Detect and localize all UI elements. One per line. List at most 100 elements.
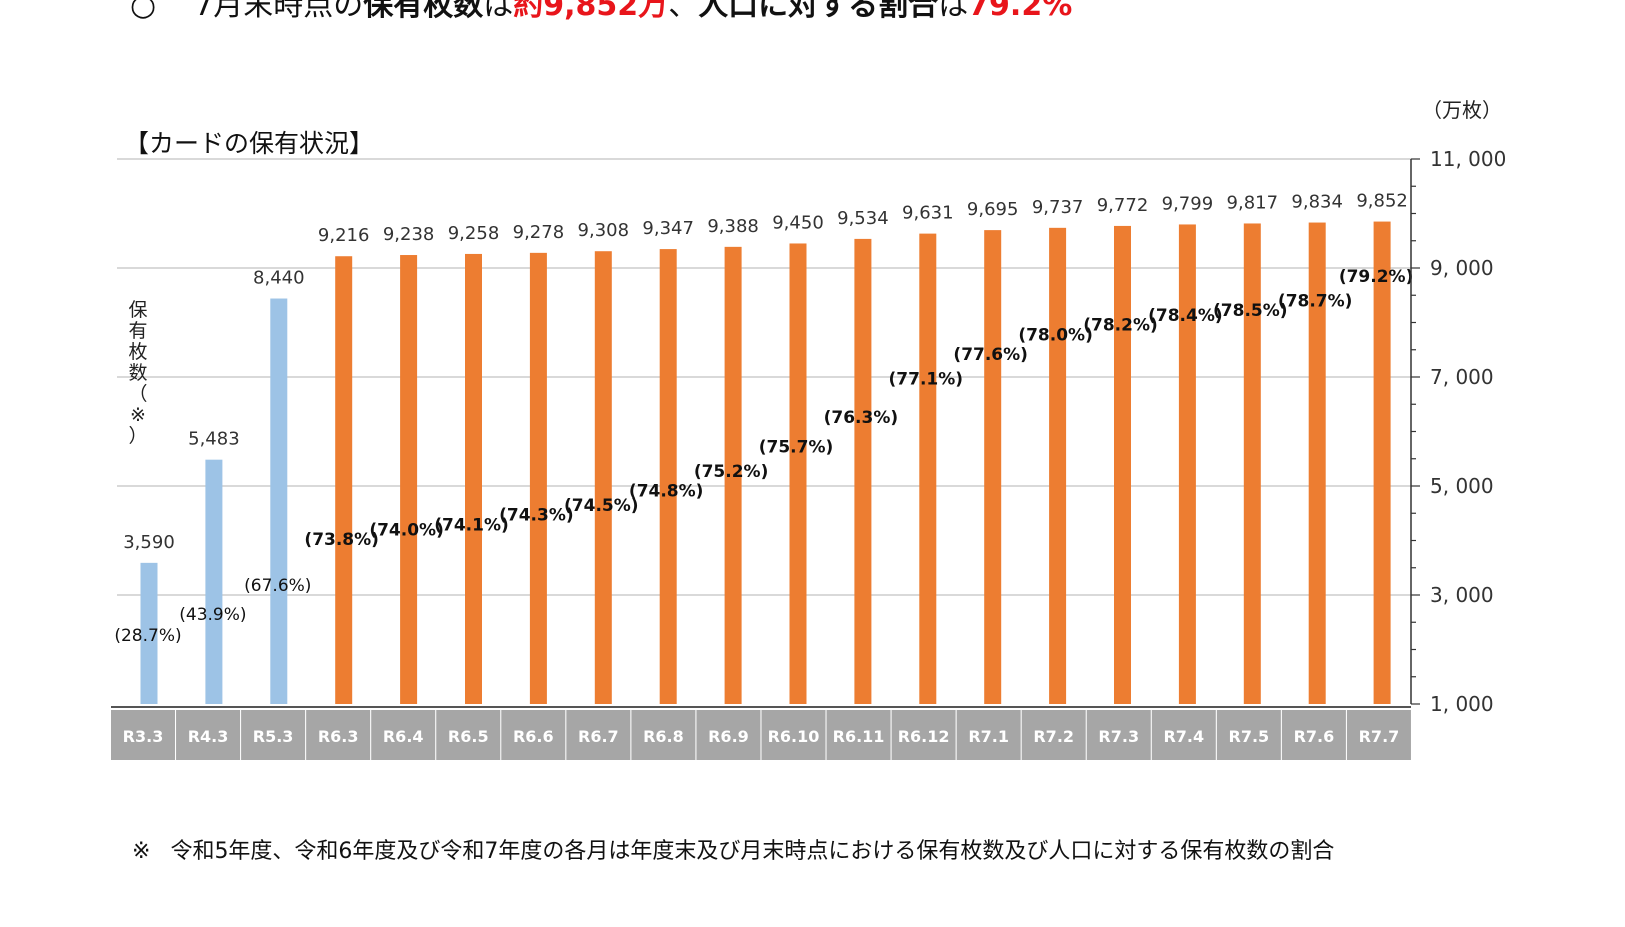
value-label: 9,852 xyxy=(1356,191,1408,212)
value-label: 9,799 xyxy=(1162,193,1214,214)
bar-R6.7 xyxy=(594,251,612,705)
category-cell xyxy=(241,710,306,760)
percent-label: (74.8%) xyxy=(629,481,704,501)
value-label: 9,450 xyxy=(772,212,824,233)
category-cell xyxy=(761,710,826,760)
headline-text-6: 人口に対する割合 xyxy=(698,0,939,23)
category-cell xyxy=(306,710,371,760)
percent-label: (78.7%) xyxy=(1278,291,1353,311)
bar-R7.7 xyxy=(1373,221,1391,705)
category-cell xyxy=(176,710,241,760)
headline-text-5: 、 xyxy=(668,0,699,23)
category-cell xyxy=(956,710,1021,760)
percent-label: (75.7%) xyxy=(759,437,834,457)
category-cell xyxy=(501,710,566,760)
bar-R7.6 xyxy=(1308,222,1326,704)
category-cell xyxy=(1151,710,1216,760)
bar-R6.9 xyxy=(724,246,742,704)
value-label: 9,834 xyxy=(1291,192,1343,213)
headline: ○ 7月末時点の保有枚数は約9,852万、人口に対する割合は79.2% xyxy=(130,0,1072,26)
value-label: 9,631 xyxy=(902,203,954,224)
percent-label: (78.4%) xyxy=(1148,306,1223,326)
percent-label: (75.2%) xyxy=(694,462,769,482)
value-label: 9,388 xyxy=(707,216,759,237)
value-label: 9,216 xyxy=(318,225,370,246)
bar-R7.2 xyxy=(1049,227,1067,704)
value-label: 8,440 xyxy=(253,268,305,289)
bar-R5.3 xyxy=(270,298,288,704)
percent-label: (78.2%) xyxy=(1083,316,1158,336)
category-label: R6.8 xyxy=(643,727,684,746)
y-axis-label: 保有枚数（※） xyxy=(128,299,147,447)
value-label: 9,278 xyxy=(513,222,565,243)
bar-R3.3 xyxy=(140,562,158,704)
value-label: 9,737 xyxy=(1032,197,1084,218)
headline-text-2: 保有枚数 xyxy=(363,0,484,23)
percent-label: (28.7%) xyxy=(114,626,181,646)
y-tick-label: 1, 000 xyxy=(1430,692,1494,716)
percent-label: (78.5%) xyxy=(1213,301,1288,321)
bars-layer xyxy=(140,221,1391,705)
bar-R6.12 xyxy=(919,233,937,704)
bar-R7.4 xyxy=(1178,224,1196,704)
category-cell xyxy=(111,710,175,760)
headline-text-3: は xyxy=(483,0,514,23)
percent-label: (74.1%) xyxy=(434,515,509,535)
category-cell xyxy=(826,710,891,760)
category-cell xyxy=(371,710,436,760)
footnote: ※ 令和5年度、令和6年度及び令和7年度の各月は年度末及び月末時点における保有枚数… xyxy=(132,833,1334,865)
percent-label: (77.6%) xyxy=(953,345,1028,365)
category-label: R6.11 xyxy=(833,727,885,746)
category-label: R3.3 xyxy=(123,727,164,746)
bar-R7.1 xyxy=(984,230,1002,704)
category-layer: R3.3 R4.3 R5.3 R6.3 R6.4 R6.5 R6.6 R6.7 R6.8 R6.9… xyxy=(111,710,1411,760)
percent-label: (78.0%) xyxy=(1018,325,1093,345)
category-label: R7.6 xyxy=(1294,727,1335,746)
bar-R7.5 xyxy=(1243,223,1261,704)
percent-label: (67.6%) xyxy=(244,576,311,596)
category-label: R7.2 xyxy=(1033,727,1074,746)
value-label: 3,590 xyxy=(123,532,175,553)
category-cell xyxy=(1346,710,1411,760)
bar-R6.11 xyxy=(854,238,872,704)
value-label: 9,308 xyxy=(578,220,630,241)
bar-R6.10 xyxy=(789,243,807,704)
category-cell xyxy=(566,710,631,760)
value-label: 9,347 xyxy=(642,218,694,239)
y-tick-label: 7, 000 xyxy=(1430,365,1494,389)
value-label: 9,258 xyxy=(448,223,500,244)
percent-label: (74.0%) xyxy=(369,520,444,540)
category-label: R6.10 xyxy=(768,727,820,746)
category-label: R7.3 xyxy=(1098,727,1139,746)
bar-R6.4 xyxy=(400,255,418,705)
labels-layer: 3,590 (28.7%) 5,483 (43.9%) 8,440 (67.6%) 9,21… xyxy=(114,191,1413,646)
category-cell xyxy=(1086,710,1151,760)
value-label: 9,772 xyxy=(1097,195,1149,216)
headline-marker: ○ xyxy=(130,0,157,23)
percent-label: (74.3%) xyxy=(499,506,574,526)
category-cell xyxy=(1281,710,1346,760)
y-axis-unit-label: （万枚） xyxy=(1422,98,1502,122)
headline-text-7: は xyxy=(938,0,969,23)
category-label: R6.12 xyxy=(898,727,950,746)
value-label: 9,695 xyxy=(967,199,1019,220)
category-label: R6.3 xyxy=(318,727,359,746)
bar-R6.8 xyxy=(659,249,677,704)
category-label: R7.7 xyxy=(1359,727,1400,746)
category-label: R6.7 xyxy=(578,727,619,746)
category-label: R7.5 xyxy=(1229,727,1270,746)
y-tick-label: 5, 000 xyxy=(1430,474,1494,498)
category-label: R7.4 xyxy=(1163,727,1204,746)
bar-R6.6 xyxy=(529,252,547,704)
category-cell xyxy=(631,710,696,760)
percent-label: (79.2%) xyxy=(1339,267,1414,287)
category-label: R6.6 xyxy=(513,727,554,746)
category-label: R6.9 xyxy=(708,727,749,746)
category-label: R6.5 xyxy=(448,727,489,746)
value-label: 5,483 xyxy=(188,429,240,450)
headline-text-1: 7月末時点の xyxy=(194,0,364,23)
percent-label: (73.8%) xyxy=(304,530,379,550)
y-tick-label: 3, 000 xyxy=(1430,583,1494,607)
bar-R6.5 xyxy=(465,253,482,704)
category-label: R5.3 xyxy=(253,727,294,746)
